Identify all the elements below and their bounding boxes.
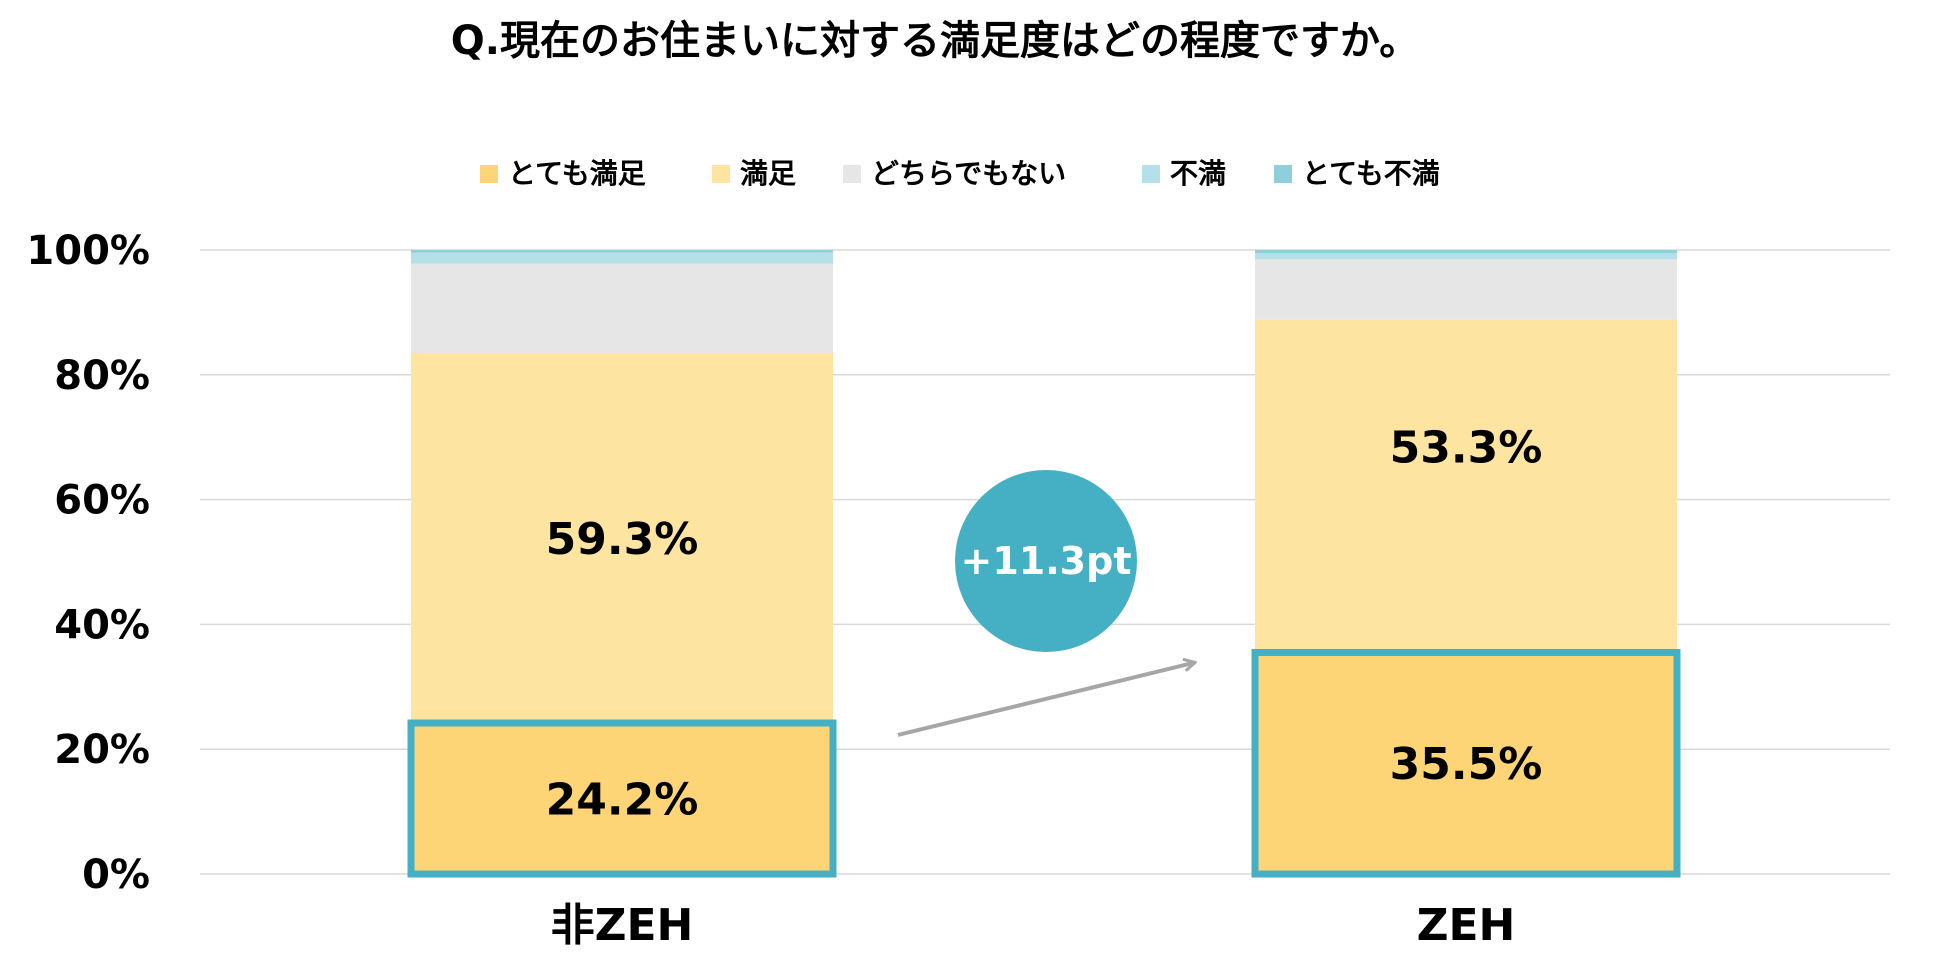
y-tick-label: 0%	[82, 852, 150, 898]
bar-segment	[1255, 250, 1677, 254]
bar-segment	[1255, 652, 1677, 874]
highlight-box	[407, 719, 837, 878]
chart-title: Q.現在のお住まいに対する満足度はどの程度ですか。	[451, 18, 1419, 64]
x-axis: 非ZEH ZEH	[551, 900, 1516, 951]
legend-entry: どちらでもない	[871, 157, 1066, 190]
increase-arrow	[897, 662, 1195, 737]
bar-segment	[1255, 259, 1677, 320]
y-tick-label: 20%	[54, 727, 150, 773]
y-tick-label: 60%	[54, 478, 150, 524]
bars: 24.2% 59.3% 35.5% 53.3%	[407, 250, 1681, 878]
legend-entry: とても満足	[508, 157, 646, 190]
bar-segment	[411, 263, 833, 353]
data-label: 35.5%	[1390, 739, 1543, 790]
legend-swatch	[712, 165, 730, 183]
legend-swatch	[843, 165, 861, 183]
legend-swatch	[1274, 165, 1292, 183]
x-tick-label: ZEH	[1417, 900, 1516, 951]
bar-segment	[411, 250, 833, 253]
y-tick-label: 100%	[26, 228, 150, 274]
x-tick-label: 非ZEH	[551, 900, 694, 951]
legend-swatch	[1142, 165, 1160, 183]
bar-segment	[411, 352, 833, 723]
y-tick-label: 80%	[54, 353, 150, 399]
annotation: +11.3pt	[897, 470, 1195, 737]
legend-swatch	[480, 165, 498, 183]
data-label: 59.3%	[546, 514, 699, 565]
bar-segment	[1255, 253, 1677, 260]
data-label: 24.2%	[546, 774, 699, 825]
bar-segment	[411, 722, 833, 874]
legend-entry: とても不満	[1302, 157, 1440, 190]
highlight-box	[1251, 648, 1681, 878]
increase-label: +11.3pt	[961, 539, 1132, 583]
legend-entry: 不満	[1170, 157, 1226, 190]
y-axis: 0% 20% 40% 60% 80% 100%	[26, 228, 150, 898]
bar-segment	[411, 252, 833, 264]
legend: とても満足 満足 どちらでもない 不満 とても不満	[480, 157, 1440, 190]
data-label: 53.3%	[1390, 422, 1543, 473]
legend-entry: 満足	[740, 157, 796, 190]
bar-segment	[1255, 319, 1677, 653]
increase-badge	[955, 470, 1137, 652]
y-tick-label: 40%	[54, 602, 150, 648]
